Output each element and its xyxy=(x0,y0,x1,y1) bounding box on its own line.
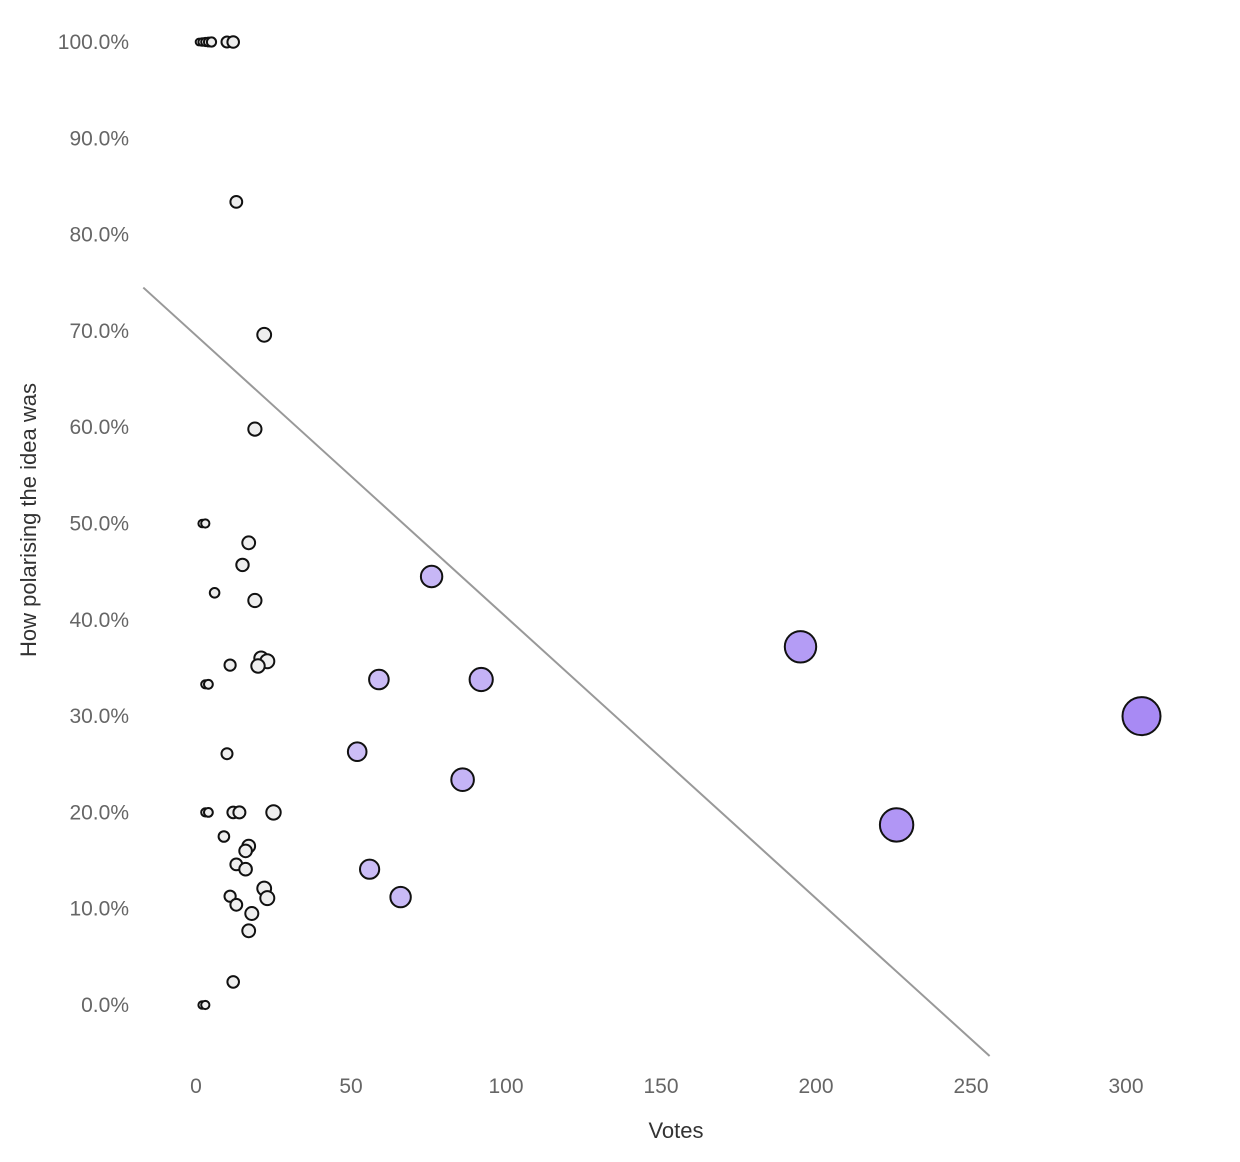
data-point xyxy=(238,843,253,859)
y-tick-label: 60.0% xyxy=(69,416,129,439)
data-point xyxy=(359,858,381,880)
data-point xyxy=(247,421,263,437)
data-point xyxy=(223,658,237,672)
data-point xyxy=(203,807,214,818)
data-point xyxy=(783,630,818,664)
data-point xyxy=(200,518,211,529)
y-tick-label: 70.0% xyxy=(69,320,129,343)
data-point xyxy=(226,35,240,49)
x-tick-label: 250 xyxy=(953,1075,988,1098)
y-tick-label: 80.0% xyxy=(69,224,129,247)
x-tick-label: 150 xyxy=(643,1075,678,1098)
data-point xyxy=(1121,696,1162,737)
data-point xyxy=(229,897,244,912)
data-point xyxy=(208,587,221,599)
data-point xyxy=(259,890,276,907)
data-point xyxy=(238,861,253,877)
y-tick-label: 30.0% xyxy=(69,705,129,728)
y-tick-label: 90.0% xyxy=(69,127,129,150)
data-point xyxy=(229,195,244,209)
x-tick-label: 300 xyxy=(1108,1075,1143,1098)
data-point xyxy=(241,535,257,551)
data-point xyxy=(220,747,234,761)
data-point xyxy=(256,326,273,343)
y-tick-label: 40.0% xyxy=(69,609,129,632)
data-point xyxy=(878,807,915,843)
y-tick-label: 50.0% xyxy=(69,513,129,536)
y-tick-label: 20.0% xyxy=(69,801,129,824)
data-point xyxy=(244,906,260,921)
data-point xyxy=(232,805,247,820)
data-point xyxy=(200,999,211,1011)
trendline-layer xyxy=(142,286,991,1057)
data-point xyxy=(450,767,475,793)
y-tick-label: 0.0% xyxy=(81,994,129,1017)
x-tick-label: 50 xyxy=(339,1075,362,1098)
y-tick-label: 100.0% xyxy=(58,31,129,54)
data-point xyxy=(389,885,412,909)
data-point xyxy=(250,658,266,674)
data-point xyxy=(247,592,263,609)
data-point xyxy=(419,564,444,589)
y-axis-label: How polarising the idea was xyxy=(16,383,41,657)
data-point xyxy=(241,923,257,939)
x-axis-ticks: 0 50 100 150 200 250 300 xyxy=(190,1075,1143,1098)
data-point xyxy=(235,557,250,573)
data-point xyxy=(368,668,390,691)
data-point xyxy=(205,36,218,48)
data-point xyxy=(346,741,368,763)
y-axis-ticks: 0.0% 10.0% 20.0% 30.0% 40.0% 50.0% 60.0% 70.0% 8… xyxy=(58,31,129,1017)
x-tick-label: 100 xyxy=(488,1075,523,1098)
x-tick-label: 0 xyxy=(190,1075,202,1098)
x-tick-label: 200 xyxy=(798,1075,833,1098)
data-point xyxy=(203,678,214,690)
x-axis-label: Votes xyxy=(648,1118,703,1143)
data-point xyxy=(468,666,494,693)
data-point xyxy=(265,804,282,821)
points-layer xyxy=(194,35,1162,1011)
trendline xyxy=(142,286,991,1057)
y-tick-label: 10.0% xyxy=(69,898,129,921)
data-point xyxy=(226,975,240,989)
data-point xyxy=(217,830,231,843)
